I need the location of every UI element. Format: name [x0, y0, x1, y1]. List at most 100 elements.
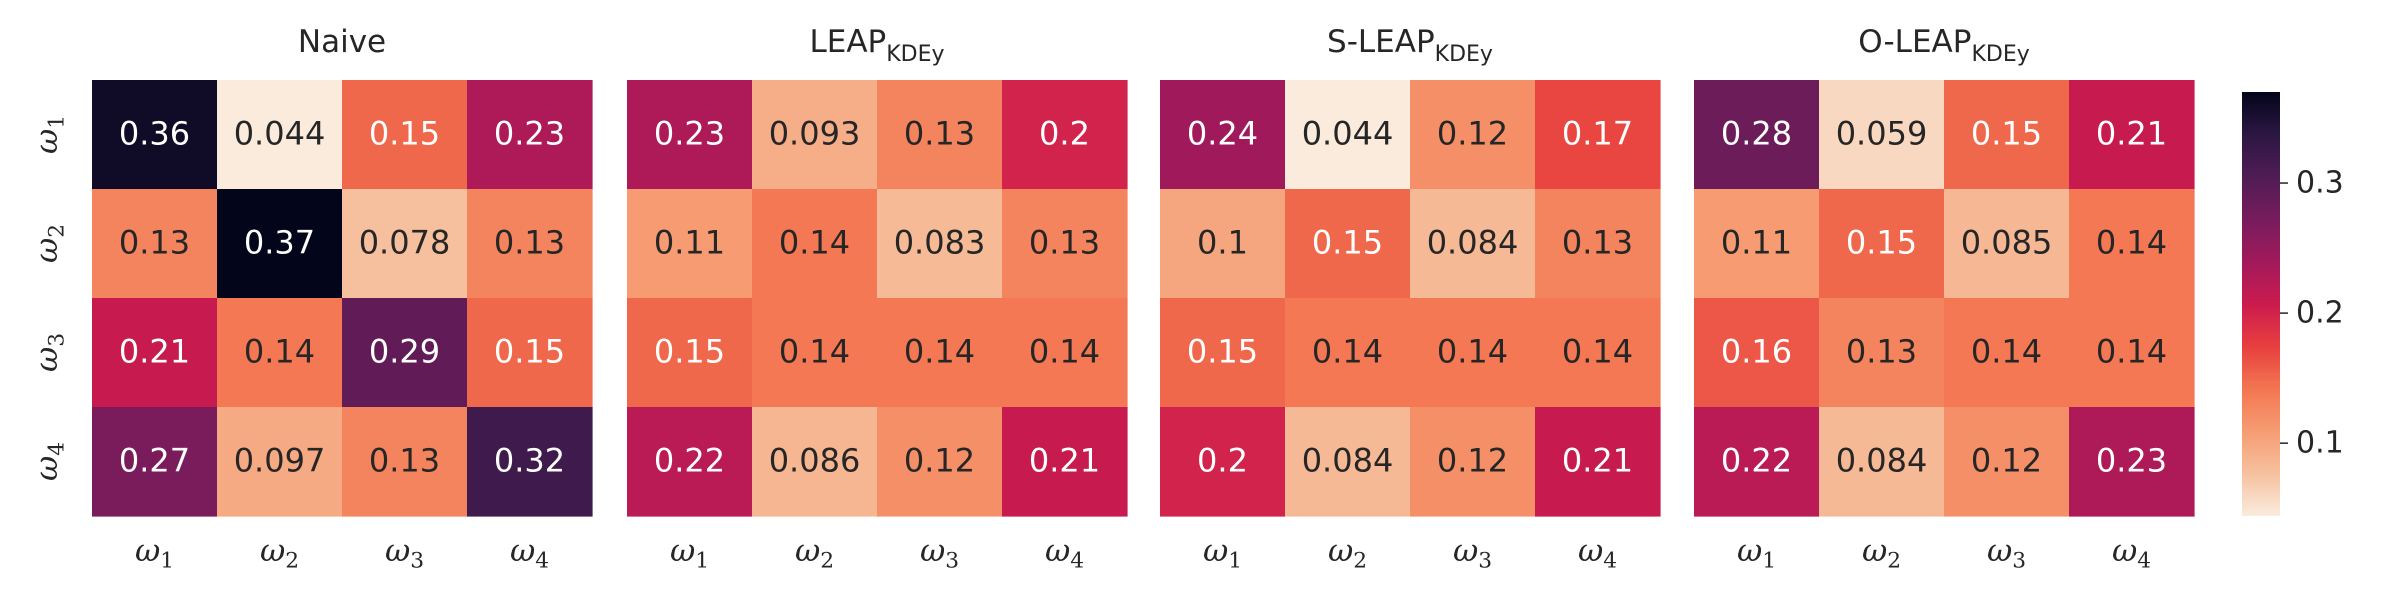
heatmap-cell: [342, 407, 468, 517]
y-tick-label: ω4: [29, 442, 70, 481]
heatmap-cell: [1535, 189, 1661, 299]
cell-value-label: 0.078: [359, 224, 451, 262]
x-tick-label: ω3: [1453, 533, 1492, 574]
x-tick-label: ω3: [385, 533, 424, 574]
heatmap-cell: [467, 298, 593, 408]
cell-value-label: 0.13: [494, 224, 565, 262]
cell-value-label: 0.15: [1971, 115, 2042, 153]
cell-value-label: 0.044: [1302, 115, 1394, 153]
heatmap-cell: [1819, 407, 1945, 517]
heatmap-panel: LEAPKDEy 0.23 0.093 0.13 0.2 0.11 0.14 0.083 0.1…: [627, 24, 1128, 573]
cell-value-label: 0.1: [1197, 224, 1248, 262]
cell-value-label: 0.085: [1961, 224, 2053, 262]
cell-value-label: 0.17: [1562, 115, 1633, 153]
cell-value-label: 0.15: [1846, 224, 1917, 262]
heatmap-cell: [752, 407, 878, 517]
cell-value-label: 0.21: [119, 333, 190, 371]
x-tick-label: ω3: [920, 533, 959, 574]
heatmap-cell: [752, 80, 878, 190]
heatmap-cell: [342, 298, 468, 408]
panel-title: S-LEAPKDEy: [1327, 24, 1493, 67]
cell-value-label: 0.32: [494, 442, 565, 480]
x-tick-label: ω2: [795, 533, 834, 574]
panel-title: LEAPKDEy: [809, 24, 944, 67]
cell-value-label: 0.23: [654, 115, 725, 153]
heatmap-cell: [627, 189, 753, 299]
cell-value-label: 0.11: [1721, 224, 1792, 262]
x-tick-label: ω1: [1737, 533, 1776, 574]
heatmap-cell: [92, 407, 218, 517]
x-tick-label: ω2: [1328, 533, 1367, 574]
colorbar-ticks: 0.1 0.2 0.3: [2280, 166, 2344, 461]
heatmap-cell: [1694, 189, 1820, 299]
heatmap-cell: [1819, 189, 1945, 299]
heatmap-cell: [627, 80, 753, 190]
cell-value-label: 0.24: [1187, 115, 1258, 153]
heatmap-cell: [1535, 407, 1661, 517]
heatmap-cell: [1819, 80, 1945, 190]
colorbar: 0.1 0.2 0.3: [2242, 92, 2344, 516]
x-tick-label: ω1: [135, 533, 174, 574]
x-tick-label: ω4: [1045, 533, 1084, 574]
panel-title: O-LEAPKDEy: [1858, 24, 2030, 67]
cell-value-label: 0.37: [244, 224, 315, 262]
heatmap-cell: [1002, 407, 1128, 517]
cell-value-label: 0.15: [1312, 224, 1383, 262]
cell-value-label: 0.13: [1846, 333, 1917, 371]
heatmap-cell: [1285, 189, 1411, 299]
heatmap-cell: [1694, 80, 1820, 190]
heatmap-panel: S-LEAPKDEy 0.24 0.044 0.12 0.17 0.1 0.15 0.084 0…: [1160, 24, 1661, 573]
cell-value-label: 0.23: [494, 115, 565, 153]
heatmap-cell: [92, 189, 218, 299]
y-tick-label: ω2: [29, 224, 70, 263]
heatmap-cell: [467, 189, 593, 299]
cell-value-label: 0.12: [1971, 442, 2042, 480]
x-tick-label: ω2: [260, 533, 299, 574]
cell-value-label: 0.11: [654, 224, 725, 262]
x-tick-label: ω1: [1203, 533, 1242, 574]
heatmap-cell: [2069, 80, 2195, 190]
heatmap-panel: Naive 0.36 0.044 0.15 0.23 0.13 0.37 0.078 0.13 0…: [92, 24, 593, 573]
cell-value-label: 0.083: [894, 224, 986, 262]
heatmap-cell: [217, 80, 343, 190]
cell-value-label: 0.14: [1029, 333, 1100, 371]
heatmap-cell: [217, 298, 343, 408]
heatmap-cell: [2069, 298, 2195, 408]
cell-value-label: 0.093: [769, 115, 861, 153]
colorbar-gradient: [2242, 92, 2280, 516]
heatmap-panels: Naive 0.36 0.044 0.15 0.23 0.13 0.37 0.078 0.13 0…: [29, 24, 2195, 573]
heatmap-cell: [1944, 298, 2070, 408]
heatmap-cell: [877, 407, 1003, 517]
colorbar-tick-label: 0.3: [2296, 166, 2344, 201]
panel-title: Naive: [298, 24, 386, 60]
cell-value-label: 0.084: [1836, 442, 1928, 480]
cell-value-label: 0.2: [1197, 442, 1248, 480]
heatmap-cell: [1694, 298, 1820, 408]
cell-value-label: 0.21: [2096, 115, 2167, 153]
cell-value-label: 0.22: [1721, 442, 1792, 480]
cell-value-label: 0.14: [2096, 333, 2167, 371]
heatmap-cell: [1285, 298, 1411, 408]
colorbar-tick-label: 0.2: [2296, 296, 2344, 331]
heatmap-cell: [1694, 407, 1820, 517]
heatmap-cell: [342, 80, 468, 190]
heatmap-cell: [752, 189, 878, 299]
heatmap-cell: [1160, 80, 1286, 190]
cell-value-label: 0.14: [1312, 333, 1383, 371]
heatmap-cell: [1002, 80, 1128, 190]
y-tick-label: ω1: [29, 115, 70, 154]
cell-value-label: 0.15: [654, 333, 725, 371]
cell-value-label: 0.21: [1029, 442, 1100, 480]
y-tick-group: ω3: [29, 333, 70, 372]
cell-value-label: 0.16: [1721, 333, 1792, 371]
cell-value-label: 0.27: [119, 442, 190, 480]
cell-value-label: 0.36: [119, 115, 190, 153]
cell-value-label: 0.084: [1427, 224, 1519, 262]
heatmap-cell: [627, 298, 753, 408]
cell-value-label: 0.29: [369, 333, 440, 371]
heatmap-cell: [1819, 298, 1945, 408]
heatmap-cell: [1944, 189, 2070, 299]
cell-value-label: 0.14: [779, 333, 850, 371]
heatmap-cell: [1002, 298, 1128, 408]
cell-value-label: 0.14: [1437, 333, 1508, 371]
